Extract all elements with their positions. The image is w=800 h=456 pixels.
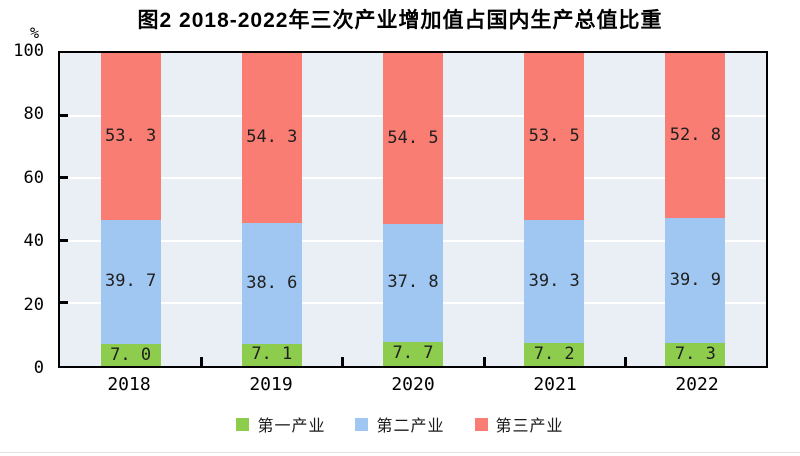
x-axis-tick: [623, 357, 627, 366]
y-axis-tick-label: 0: [33, 358, 44, 378]
x-axis-tick: [482, 357, 486, 366]
x-axis-tick-label: 2019: [249, 374, 293, 395]
bar-value-label: 53. 3: [105, 125, 157, 146]
legend-label-primary-industry: 第一产业: [257, 418, 326, 435]
bar-value-label: 7. 0: [110, 344, 152, 365]
bar-segment-2021-第三产业: 53. 5: [524, 53, 585, 221]
y-axis-tick: [60, 238, 68, 242]
bar-segment-2019-第二产业: 38. 6: [241, 222, 302, 344]
bar-2019: 7. 1 38. 6 54. 3: [241, 53, 302, 366]
bar-value-label: 38. 6: [246, 272, 298, 293]
bar-value-label: 39. 9: [669, 270, 721, 291]
bottom-divider: [0, 452, 800, 453]
legend-label-tertiary-industry: 第三产业: [495, 418, 564, 435]
x-axis-tick-label: 2018: [107, 374, 151, 395]
bar-value-label: 39. 7: [105, 271, 157, 292]
bar-segment-2022-第一产业: 7. 3: [665, 343, 726, 366]
bar-segment-2022-第二产业: 39. 9: [665, 218, 726, 344]
x-axis-tick: [341, 357, 345, 366]
y-axis-tick: [60, 176, 68, 180]
bar-segment-2019-第一产业: 7. 1: [241, 343, 302, 366]
bar-value-label: 7. 1: [251, 344, 293, 365]
legend-swatch-primary-industry-icon: [236, 417, 250, 431]
plot-area: 7. 0 39. 7 53. 3 7. 1 38. 6 54. 3 7. 7 37. 8 54.…: [58, 51, 768, 368]
x-axis-tick-label: 2021: [533, 374, 577, 395]
legend-swatch-secondary-industry-icon: [355, 417, 369, 431]
x-axis-labels: 2018 2019 2020 2021 2022: [58, 374, 768, 396]
bar-value-label: 54. 5: [387, 127, 439, 148]
bar-segment-2018-第一产业: 7. 0: [100, 344, 161, 366]
bar-segment-2022-第三产业: 52. 8: [665, 53, 726, 219]
x-axis-tick: [200, 357, 204, 366]
bar-segment-2019-第三产业: 54. 3: [241, 53, 302, 223]
chart-title: 图2 2018-2022年三次产业增加值占国内生产总值比重: [137, 9, 663, 32]
bar-segment-2021-第一产业: 7. 2: [524, 343, 585, 366]
bar-segment-2020-第一产业: 7. 7: [383, 341, 443, 366]
y-axis-tick: [60, 113, 68, 117]
legend-swatch-tertiary-industry-icon: [474, 417, 488, 431]
bar-value-label: 52. 8: [669, 125, 721, 146]
bar-value-label: 39. 3: [528, 271, 580, 292]
bar-segment-2018-第三产业: 53. 3: [100, 53, 161, 220]
bar-segment-2020-第二产业: 37. 8: [383, 223, 443, 342]
legend-item-secondary-industry: 第二产业: [355, 412, 444, 436]
y-axis-tick: [60, 301, 68, 305]
y-axis-labels: 0 20 40 60 80 100: [0, 41, 50, 378]
y-axis-tick-label: 80: [23, 104, 44, 125]
x-axis-tick-label: 2022: [675, 374, 719, 395]
bar-value-label: 7. 3: [674, 344, 716, 365]
bar-2021: 7. 2 39. 3 53. 5: [524, 53, 585, 366]
bar-value-label: 37. 8: [387, 272, 439, 293]
y-axis-tick-label: 20: [23, 294, 44, 315]
bar-segment-2020-第三产业: 54. 5: [383, 53, 443, 224]
bar-2020: 7. 7 37. 8 54. 5: [383, 53, 443, 366]
bar-value-label: 7. 2: [533, 344, 575, 365]
bar-segment-2018-第二产业: 39. 7: [100, 219, 161, 345]
bar-segment-2021-第二产业: 39. 3: [524, 220, 585, 344]
bar-value-label: 54. 3: [246, 127, 298, 148]
bar-value-label: 7. 7: [392, 343, 434, 364]
x-axis-tick-label: 2020: [391, 374, 435, 395]
legend-item-tertiary-industry: 第三产业: [474, 412, 564, 436]
legend: 第一产业 第二产业 第三产业: [0, 412, 800, 436]
y-axis-tick-label: 60: [23, 167, 44, 188]
legend-label-secondary-industry: 第二产业: [376, 418, 445, 435]
bar-2018: 7. 0 39. 7 53. 3: [100, 53, 161, 366]
y-axis-tick-label: 40: [23, 231, 44, 252]
y-axis-unit-label: %: [30, 24, 40, 42]
bar-value-label: 53. 5: [528, 126, 580, 147]
bar-2022: 7. 3 39. 9 52. 8: [665, 53, 726, 366]
legend-item-primary-industry: 第一产业: [236, 412, 325, 436]
y-axis-tick-label: 100: [13, 41, 44, 61]
